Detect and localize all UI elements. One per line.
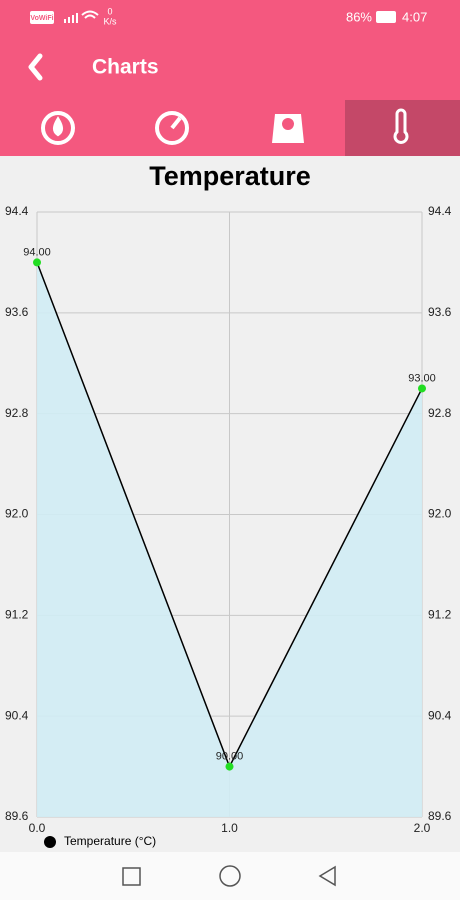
x-tick-label: 1.0 [221, 821, 238, 835]
y2-tick-label: 92.0 [428, 507, 452, 521]
legend-label: Temperature (°C) [64, 834, 156, 848]
network-badge [30, 11, 54, 24]
legend-marker [44, 836, 56, 848]
x-tick-label: 0.0 [29, 821, 46, 835]
value-label: 94.00 [23, 246, 51, 258]
battery-level: 86% [346, 9, 372, 24]
y-tick-label: 90.4 [5, 708, 29, 722]
tab-water[interactable] [41, 111, 75, 145]
y-tick-label: 89.6 [5, 809, 29, 823]
nav-recent[interactable] [122, 867, 141, 886]
plot: 89.6 90.4 91.2 92.0 92.8 93.6 94.4 89.6 90.4 91.2… [5, 204, 452, 835]
y2-tick-label: 93.6 [428, 305, 452, 319]
battery-icon [376, 11, 396, 23]
speed-unit: K/s [103, 16, 117, 26]
value-label: 90.00 [216, 750, 244, 762]
signal-icon [64, 13, 78, 23]
y2-tick-label: 90.4 [428, 708, 452, 722]
y-tick-label: 94.4 [5, 204, 29, 218]
tab-weight[interactable] [272, 114, 304, 143]
y-tick-label: 92.8 [5, 406, 29, 420]
area [37, 262, 422, 818]
y-tick-label: 91.2 [5, 608, 29, 622]
nav-back[interactable] [318, 865, 336, 887]
x-tick-label: 2.0 [414, 821, 431, 835]
tab-speed[interactable] [155, 111, 189, 145]
network-label: VoWiFi [30, 15, 53, 22]
point [33, 258, 41, 267]
y2-tick-label: 94.4 [428, 204, 452, 218]
nav-home[interactable] [219, 865, 241, 887]
selected-tab-bg [345, 100, 460, 156]
point [225, 762, 234, 771]
y2-tick-label: 89.6 [428, 809, 452, 823]
nav-bar [0, 852, 460, 900]
clock: 4:07 [402, 9, 427, 24]
y-tick-label: 92.0 [5, 507, 29, 521]
speed-value: 0 [107, 6, 112, 16]
value-label: 93.00 [408, 372, 436, 384]
wifi-icon [81, 10, 99, 19]
app-title: Charts [92, 56, 159, 79]
y2-tick-label: 92.8 [428, 406, 452, 420]
chart-title: Temperature [149, 161, 311, 191]
point [418, 384, 426, 393]
tab-temperature[interactable] [393, 108, 409, 144]
y-tick-label: 93.6 [5, 305, 29, 319]
back-button[interactable] [28, 53, 43, 81]
y2-tick-label: 91.2 [428, 608, 452, 622]
